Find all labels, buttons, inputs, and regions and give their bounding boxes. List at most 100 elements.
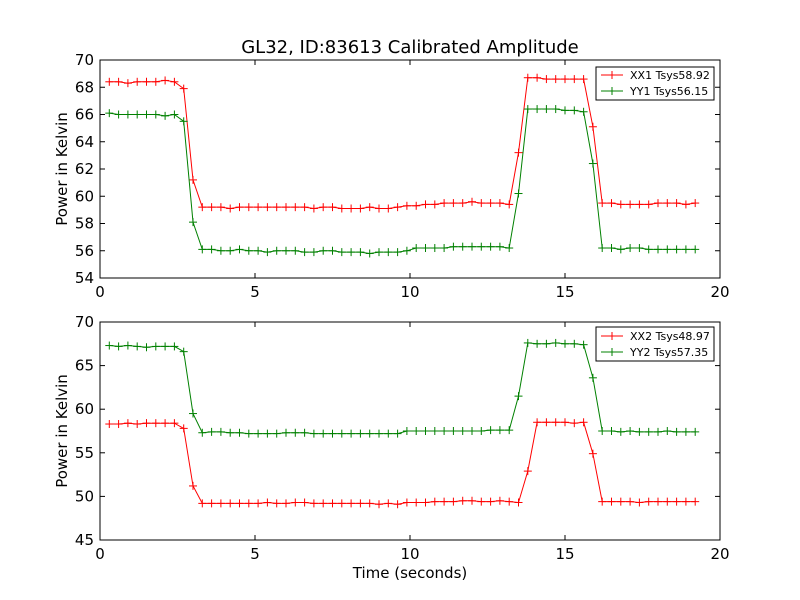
top-y-axis: 54 56 58 60 62 64 66 68 70 bbox=[75, 51, 720, 287]
x-axis-label: Time (seconds) bbox=[352, 564, 468, 582]
data-point-xx2 bbox=[561, 418, 569, 427]
top-y-tick-label: 64 bbox=[75, 133, 94, 151]
data-point-yy1 bbox=[691, 245, 700, 254]
bottom-legend-box bbox=[595, 326, 715, 362]
data-point-xx2 bbox=[170, 419, 179, 428]
data-point-xx2 bbox=[672, 497, 681, 506]
data-point-yy2 bbox=[319, 429, 328, 438]
data-point-xx2 bbox=[365, 499, 374, 508]
data-point-yy2 bbox=[495, 426, 504, 435]
data-point-yy2 bbox=[570, 339, 579, 348]
data-point-xx2 bbox=[523, 467, 532, 476]
data-point-yy2 bbox=[551, 338, 560, 347]
data-point-xx2 bbox=[244, 499, 253, 508]
data-point-yy2 bbox=[226, 428, 235, 437]
data-point-xx1 bbox=[421, 200, 430, 209]
data-point-xx1 bbox=[570, 75, 579, 84]
data-point-yy2 bbox=[337, 429, 346, 438]
data-point-yy2 bbox=[598, 427, 607, 435]
bottom-legend-item-xx2: XX2 Tsys48.97 bbox=[601, 330, 710, 343]
data-point-yy2 bbox=[272, 429, 281, 438]
top-y-tick-label: 58 bbox=[75, 215, 94, 233]
data-point-xx2 bbox=[440, 497, 449, 506]
data-point-xx2 bbox=[319, 499, 328, 508]
data-point-xx1 bbox=[142, 77, 151, 86]
data-point-yy2 bbox=[170, 342, 179, 351]
data-point-yy2 bbox=[588, 373, 597, 382]
bottom-y-tick-label: 55 bbox=[75, 444, 94, 462]
data-point-xx2 bbox=[291, 498, 300, 507]
data-point-yy1 bbox=[189, 218, 197, 227]
data-point-xx2 bbox=[514, 498, 523, 507]
data-point-yy2 bbox=[328, 429, 337, 438]
data-point-xx2 bbox=[300, 498, 309, 507]
data-point-yy2 bbox=[151, 342, 160, 351]
bottom-series-layer bbox=[105, 338, 700, 509]
data-point-yy1 bbox=[458, 242, 467, 251]
data-point-xx2 bbox=[123, 419, 132, 428]
data-point-xx2 bbox=[337, 499, 346, 508]
data-point-yy1 bbox=[105, 109, 114, 118]
data-point-yy1 bbox=[393, 248, 402, 257]
data-point-xx1 bbox=[486, 199, 495, 208]
top-legend: XX1 Tsys58.92 YY1 Tsys56.15 bbox=[595, 66, 715, 101]
data-point-xx1 bbox=[644, 200, 653, 209]
data-point-yy1 bbox=[626, 244, 635, 253]
data-point-xx1 bbox=[105, 77, 114, 86]
data-point-yy2 bbox=[263, 429, 272, 438]
top-y-tick-label: 56 bbox=[75, 242, 94, 260]
data-point-xx2 bbox=[347, 499, 356, 508]
bottom-y-tick-label: 60 bbox=[75, 400, 94, 418]
data-point-yy1 bbox=[328, 246, 337, 255]
data-point-yy2 bbox=[244, 429, 253, 438]
data-point-yy2 bbox=[114, 342, 123, 351]
data-point-yy1 bbox=[235, 245, 244, 254]
data-point-yy1 bbox=[337, 248, 346, 257]
top-y-tick-label: 62 bbox=[75, 160, 94, 178]
data-point-yy2 bbox=[412, 427, 421, 435]
data-point-xx2 bbox=[551, 418, 560, 427]
data-point-yy1 bbox=[365, 249, 374, 258]
data-point-xx2 bbox=[607, 497, 616, 506]
data-point-yy2 bbox=[663, 427, 672, 435]
data-point-yy2 bbox=[616, 427, 625, 436]
data-point-xx1 bbox=[133, 77, 142, 86]
data-point-xx2 bbox=[216, 499, 225, 508]
data-point-xx2 bbox=[616, 497, 625, 506]
data-point-yy2 bbox=[458, 427, 467, 435]
data-point-yy1 bbox=[309, 248, 318, 257]
data-point-xx1 bbox=[561, 75, 569, 84]
data-point-xx2 bbox=[421, 498, 430, 507]
data-point-xx1 bbox=[123, 79, 132, 88]
data-point-yy1 bbox=[644, 245, 653, 254]
data-point-xx1 bbox=[691, 199, 700, 208]
data-point-yy1 bbox=[263, 248, 272, 257]
top-x-tick-label: 20 bbox=[710, 283, 729, 301]
data-point-xx1 bbox=[291, 203, 300, 212]
data-point-xx2 bbox=[495, 496, 504, 505]
top-x-axis: 0 5 10 15 20 bbox=[95, 60, 730, 301]
data-point-yy2 bbox=[123, 341, 132, 350]
bottom-x-tick-label: 10 bbox=[400, 545, 419, 563]
data-point-xx1 bbox=[356, 204, 365, 213]
data-point-yy2 bbox=[207, 427, 216, 436]
data-point-xx1 bbox=[198, 203, 207, 212]
bottom-legend-label-yy2: YY2 Tsys57.35 bbox=[629, 346, 708, 359]
data-point-xx2 bbox=[263, 498, 272, 507]
data-point-xx2 bbox=[226, 499, 235, 508]
data-point-yy2 bbox=[309, 429, 318, 438]
data-point-yy1 bbox=[654, 245, 662, 254]
data-point-yy1 bbox=[161, 111, 170, 120]
data-point-xx1 bbox=[635, 200, 644, 209]
bottom-x-axis: 0 5 10 15 20 bbox=[95, 322, 730, 563]
data-point-xx2 bbox=[654, 497, 662, 506]
data-point-xx2 bbox=[635, 498, 644, 507]
data-point-yy2 bbox=[514, 392, 523, 401]
data-point-yy1 bbox=[151, 110, 160, 119]
data-point-yy1 bbox=[291, 246, 300, 255]
data-point-yy2 bbox=[626, 427, 635, 435]
data-point-xx2 bbox=[458, 496, 467, 505]
data-point-xx1 bbox=[114, 77, 123, 86]
data-point-xx1 bbox=[244, 203, 253, 212]
data-point-xx1 bbox=[654, 199, 662, 208]
